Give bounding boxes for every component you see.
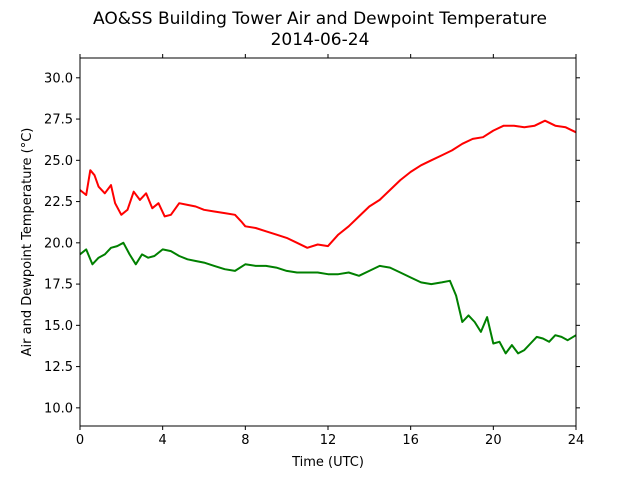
x-tick-label: 8 <box>241 433 249 448</box>
x-tick-label: 20 <box>485 433 502 448</box>
y-tick-label: 22.5 <box>44 195 73 210</box>
plot-frame <box>79 57 577 427</box>
ticks-layer: 0 4 8 12 16 20 24 10.0 12.5 15.0 17.5 20.0 22.5 25.0 2… <box>44 54 584 448</box>
x-tick-label: 0 <box>76 433 84 448</box>
x-axis-label: Time (UTC) <box>291 455 364 470</box>
y-tick-label: 27.5 <box>44 113 73 128</box>
x-tick-label: 12 <box>320 433 337 448</box>
y-tick-label: 25.0 <box>44 154 73 169</box>
series-line-1 <box>79 241 577 355</box>
series-layer <box>79 119 577 355</box>
chart-subtitle: 2014-06-24 <box>271 30 370 50</box>
y-tick-label: 20.0 <box>44 236 73 251</box>
x-tick-label: 16 <box>402 433 419 448</box>
chart-title: AO&SS Building Tower Air and Dewpoint Te… <box>93 9 547 29</box>
y-tick-label: 17.5 <box>44 278 73 293</box>
x-tick-label: 4 <box>159 433 167 448</box>
y-axis-label: Air and Dewpoint Temperature (°C) <box>20 128 35 357</box>
x-tick-label: 24 <box>568 433 585 448</box>
y-tick-label: 30.0 <box>44 71 73 86</box>
series-line-0 <box>79 119 577 249</box>
y-tick-label: 12.5 <box>44 360 73 375</box>
y-tick-label: 10.0 <box>44 401 73 416</box>
y-tick-label: 15.0 <box>44 319 73 334</box>
